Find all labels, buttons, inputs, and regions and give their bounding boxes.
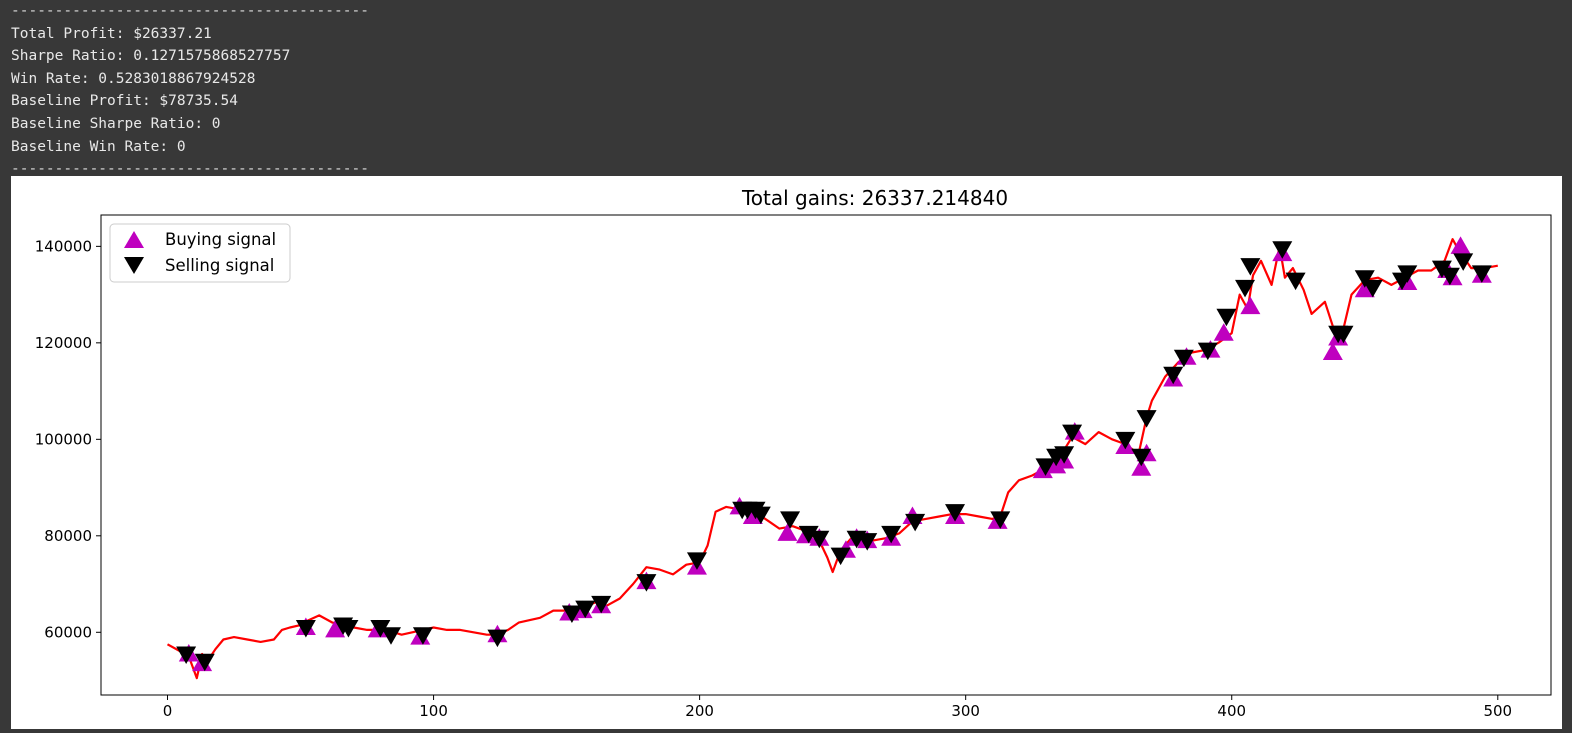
y-tick-label: 100000 bbox=[35, 430, 92, 448]
sell-signal-marker bbox=[798, 525, 819, 544]
sell-signal-marker bbox=[1131, 448, 1152, 467]
sell-signal-marker bbox=[1235, 279, 1256, 298]
sell-signal-marker bbox=[830, 547, 851, 566]
sell-signal-marker bbox=[809, 530, 830, 549]
legend-sell-label: Selling signal bbox=[165, 256, 274, 275]
sell-signal-marker bbox=[194, 653, 215, 672]
sell-signal-marker bbox=[1333, 325, 1354, 344]
sell-signal-marker bbox=[905, 513, 926, 532]
sell-signal-marker bbox=[1054, 446, 1075, 464]
y-tick-label: 80000 bbox=[44, 527, 92, 545]
legend-buy-marker bbox=[124, 231, 144, 248]
sell-signal-marker bbox=[686, 552, 707, 570]
sell-signal-marker bbox=[1453, 253, 1474, 271]
sell-signal-marker bbox=[1285, 272, 1306, 291]
buy-signal-marker bbox=[1213, 323, 1234, 341]
sell-signal-marker bbox=[176, 646, 197, 664]
x-tick-label: 0 bbox=[163, 702, 173, 720]
sell-signal-marker bbox=[1354, 270, 1375, 288]
sell-signal-marker bbox=[1240, 258, 1261, 276]
buy-signal-marker bbox=[1131, 458, 1152, 476]
sell-signal-marker bbox=[857, 533, 878, 551]
sell-signal-marker bbox=[1062, 424, 1083, 443]
sell-signal-marker bbox=[1397, 265, 1418, 283]
sell-signal-marker bbox=[412, 627, 433, 645]
chart-figure: Total gains: 26337.214840 0 100 200 300 400 5… bbox=[11, 176, 1562, 729]
sell-signal-marker bbox=[1163, 366, 1184, 385]
chart-legend: Buying signal Selling signal bbox=[109, 223, 291, 283]
legend-buy-label: Buying signal bbox=[165, 230, 276, 249]
chart-svg: Total gains: 26337.214840 0 100 200 300 400 5… bbox=[35, 186, 1552, 720]
buy-signal-marker bbox=[1354, 279, 1375, 298]
sell-signal-marker bbox=[591, 595, 612, 614]
sell-signal-marker bbox=[338, 619, 359, 638]
sell-signal-marker bbox=[1471, 265, 1492, 283]
console-line-baseline-win-rate: Baseline Win Rate: 0 bbox=[11, 138, 186, 155]
console-line-total-profit: Total Profit: $26337.21 bbox=[11, 25, 212, 42]
sell-signal-marker bbox=[487, 629, 508, 648]
buy-signal-marker bbox=[742, 506, 763, 525]
x-tick-label: 300 bbox=[951, 702, 980, 720]
sell-signal-marker bbox=[780, 511, 801, 529]
sell-signal-marker bbox=[881, 525, 902, 544]
y-tick-label: 140000 bbox=[35, 237, 92, 255]
legend-box bbox=[109, 223, 291, 283]
y-tick-label: 60000 bbox=[44, 623, 92, 641]
sell-signal-marker bbox=[1136, 410, 1157, 428]
console-separator-top: ----------------------------------------… bbox=[11, 3, 369, 19]
sell-signal-marker bbox=[750, 506, 771, 525]
sell-signal-marker bbox=[381, 627, 401, 645]
console-line-sharpe-ratio: Sharpe Ratio: 0.1271575868527757 bbox=[11, 48, 291, 65]
plot-frame bbox=[100, 214, 1552, 696]
sell-signal-marker bbox=[1173, 349, 1194, 368]
sell-signal-marker bbox=[575, 600, 596, 619]
sell-signal-marker bbox=[1439, 267, 1460, 286]
sell-signal-marker bbox=[1115, 431, 1136, 450]
console-output: ----------------------------------------… bbox=[11, 0, 1551, 181]
console-separator-bottom: ----------------------------------------… bbox=[11, 161, 369, 178]
console-line-baseline-profit: Baseline Profit: $78735.54 bbox=[11, 93, 238, 110]
y-tick-label: 120000 bbox=[35, 334, 92, 352]
buy-signal-marker bbox=[325, 619, 346, 638]
buy-signal-marker bbox=[1240, 296, 1261, 315]
legend-sell-marker bbox=[124, 257, 144, 274]
sell-signal-marker bbox=[1272, 241, 1293, 259]
sell-signal-marker bbox=[1362, 279, 1383, 298]
x-tick-label: 400 bbox=[1217, 702, 1246, 720]
axis-ticks: 0 100 200 300 400 500 60000 80000 100000 120000 14… bbox=[35, 237, 1512, 720]
sell-signal-marker bbox=[561, 605, 582, 623]
sell-signal-marker bbox=[295, 619, 316, 638]
sell-signal-marker bbox=[1035, 458, 1056, 476]
plot-area bbox=[166, 236, 1498, 680]
price-line bbox=[166, 237, 1498, 680]
console-line-win-rate: Win Rate: 0.5283018867924528 bbox=[11, 70, 256, 87]
buy-signal-marker bbox=[777, 523, 798, 541]
sell-signal-marker bbox=[636, 574, 657, 592]
chart-title: Total gains: 26337.214840 bbox=[741, 186, 1008, 210]
sell-signal-marker bbox=[990, 511, 1011, 529]
x-tick-label: 200 bbox=[685, 702, 714, 720]
x-tick-label: 100 bbox=[419, 702, 448, 720]
sell-signal-marker bbox=[1197, 342, 1218, 361]
sell-signal-marker bbox=[370, 619, 391, 638]
x-tick-label: 500 bbox=[1483, 702, 1512, 720]
sell-signal-marker bbox=[1216, 308, 1237, 327]
sell-signal-marker bbox=[945, 504, 966, 522]
buy-signal-marker bbox=[1450, 236, 1471, 254]
console-line-baseline-sharpe: Baseline Sharpe Ratio: 0 bbox=[11, 115, 221, 132]
buy-signal-marker bbox=[1322, 342, 1343, 360]
